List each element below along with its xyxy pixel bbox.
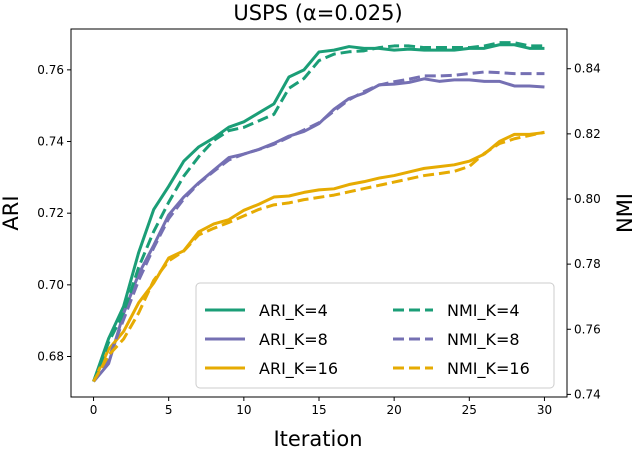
legend-label: ARI_K=16 xyxy=(259,359,338,379)
y-axis-left-label: ARI xyxy=(0,195,23,230)
legend-label: NMI_K=8 xyxy=(447,330,520,350)
y-left-tick-label: 0.72 xyxy=(37,206,64,220)
y-left-tick-label: 0.74 xyxy=(37,135,64,149)
legend-box xyxy=(195,282,555,389)
legend-label: NMI_K=4 xyxy=(447,301,520,321)
series-lines xyxy=(92,41,545,383)
y-left-tick-label: 0.70 xyxy=(37,278,64,292)
series-line-nmi-k-8 xyxy=(92,70,545,383)
x-tick-label: 0 xyxy=(90,403,98,417)
y-right-tick-label: 0.80 xyxy=(574,192,601,206)
y-right-tick-label: 0.76 xyxy=(574,322,601,336)
x-tick-label: 20 xyxy=(387,403,402,417)
legend: ARI_K=4 ARI_K=8 ARI_K=16 NMI_K=4 NMI_K=8 NMI_… xyxy=(195,282,555,389)
y-left-tick-label: 0.76 xyxy=(37,63,64,77)
y-right-tick-label: 0.82 xyxy=(574,127,601,141)
series-line-nmi-k-16 xyxy=(92,130,545,383)
y-left-tick-label: 0.68 xyxy=(37,350,64,364)
series-line-ari-k-16 xyxy=(92,131,545,383)
legend-label: ARI_K=4 xyxy=(259,301,328,321)
x-tick-label: 15 xyxy=(311,403,326,417)
x-tick-label: 30 xyxy=(537,403,552,417)
y-axis-right: 0.74 0.76 0.78 0.80 0.82 0.84 xyxy=(567,62,601,401)
y-right-tick-label: 0.74 xyxy=(574,387,601,401)
y-right-tick-label: 0.84 xyxy=(574,62,601,76)
x-axis: 0 5 10 15 20 25 30 xyxy=(90,397,552,417)
series-line-nmi-k-4 xyxy=(92,41,545,382)
y-axis-left: 0.68 0.70 0.72 0.74 0.76 xyxy=(37,63,71,364)
y-right-tick-label: 0.78 xyxy=(574,257,601,271)
y-axis-right-label: NMI xyxy=(613,193,636,233)
chart-title: USPS (α=0.025) xyxy=(233,1,402,25)
x-axis-label: Iteration xyxy=(273,427,362,451)
legend-label: ARI_K=8 xyxy=(259,330,328,350)
x-tick-label: 5 xyxy=(165,403,173,417)
legend-label: NMI_K=16 xyxy=(447,359,530,379)
x-tick-label: 10 xyxy=(236,403,251,417)
x-tick-label: 25 xyxy=(462,403,477,417)
